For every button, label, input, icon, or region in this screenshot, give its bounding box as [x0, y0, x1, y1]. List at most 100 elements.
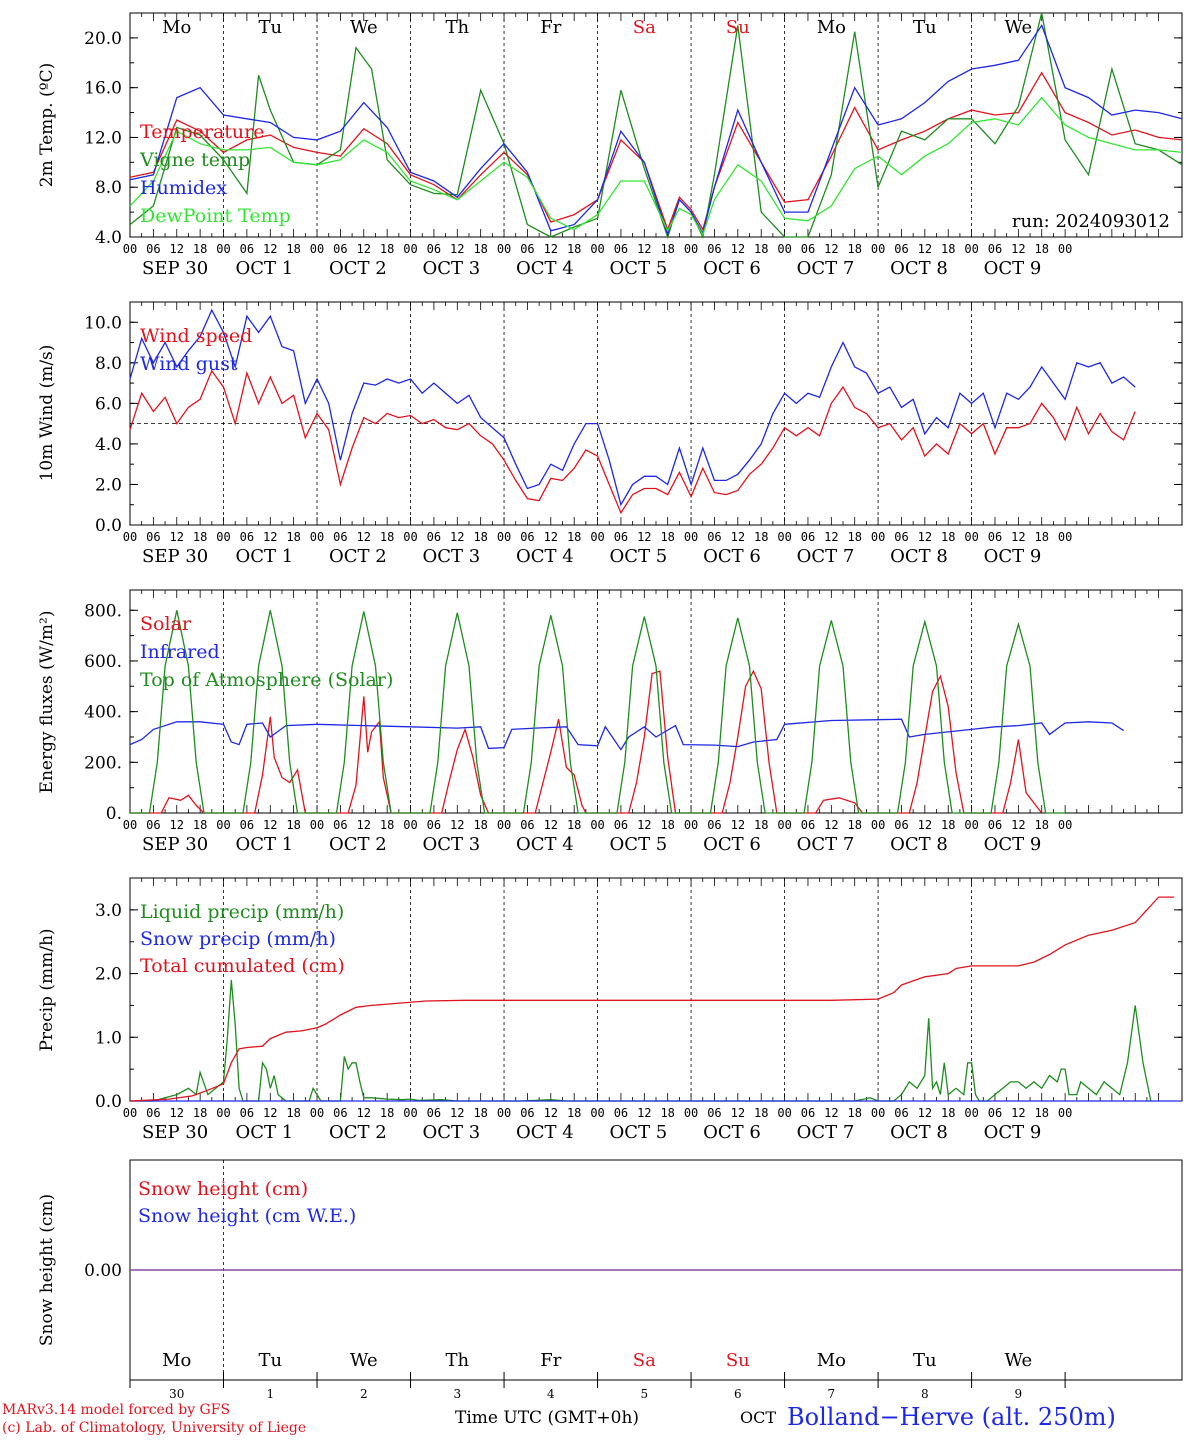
hour-tick-label: 18: [567, 530, 581, 544]
hour-tick-label: 18: [193, 530, 207, 544]
hour-tick-label: 06: [707, 530, 721, 544]
hour-tick-label: 06: [520, 818, 534, 832]
hour-tick-label: 06: [988, 818, 1002, 832]
date-label: OCT 9: [984, 834, 1042, 855]
hour-tick-label: 00: [1058, 818, 1072, 832]
date-label: OCT 3: [423, 1122, 481, 1143]
hour-tick-label: 06: [146, 530, 160, 544]
hour-tick-label: 18: [380, 1106, 394, 1120]
y-tick-label: 2.0: [95, 475, 122, 495]
hour-tick-label: 00: [871, 242, 885, 256]
hour-tick-label: 00: [777, 242, 791, 256]
hour-tick-label: 00: [684, 1106, 698, 1120]
hour-tick-label: 18: [847, 1106, 861, 1120]
hour-tick-label: 18: [660, 242, 674, 256]
hour-tick-label: 00: [590, 530, 604, 544]
hour-tick-label: 06: [520, 242, 534, 256]
series-line-dewpoint-temp: [129, 96, 1183, 237]
series-line-total-cumulated-cm-: [129, 896, 1175, 1102]
hour-tick-label: 06: [614, 242, 628, 256]
hour-tick-label: 00: [1058, 242, 1072, 256]
hour-tick-label: 00: [871, 1106, 885, 1120]
hour-tick-label: 06: [427, 530, 441, 544]
date-label: OCT 5: [610, 834, 668, 855]
hour-tick-label: 18: [380, 530, 394, 544]
hour-tick-label: 00: [497, 530, 511, 544]
date-label: OCT 3: [423, 834, 481, 855]
series-line-top-of-atmosphere-solar-: [130, 610, 1066, 814]
hour-tick-label: 12: [170, 818, 184, 832]
hour-tick-label: 06: [333, 530, 347, 544]
hour-tick-label: 12: [637, 1106, 651, 1120]
series-line-solar: [130, 669, 1043, 814]
hour-tick-label: 00: [590, 242, 604, 256]
date-label: OCT 7: [797, 258, 855, 279]
y-tick-label: 400.: [84, 703, 122, 723]
hour-tick-label: 12: [731, 818, 745, 832]
hour-tick-label: 12: [544, 530, 558, 544]
hour-tick-label: 18: [380, 818, 394, 832]
hour-tick-label: 00: [684, 530, 698, 544]
hour-tick-label: 06: [240, 818, 254, 832]
hour-tick-label: 18: [1035, 530, 1049, 544]
series-line-infrared: [129, 718, 1124, 751]
hour-tick-label: 06: [520, 1106, 534, 1120]
date-label: OCT 6: [703, 1122, 761, 1143]
hour-tick-label: 18: [193, 818, 207, 832]
series-line-vigne-temp: [129, 12, 1183, 240]
hour-tick-label: 06: [801, 242, 815, 256]
hour-tick-label: 06: [614, 530, 628, 544]
y-tick-label: 4.0: [95, 228, 122, 248]
hour-tick-label: 18: [754, 1106, 768, 1120]
credit-line-2: (c) Lab. of Climatology, University of L…: [2, 1420, 307, 1436]
y-tick-label: 16.0: [84, 79, 122, 99]
hour-tick-label: 06: [333, 242, 347, 256]
hour-tick-label: 12: [357, 818, 371, 832]
day-number-label: 6: [734, 1387, 742, 1401]
hour-tick-label: 12: [1011, 1106, 1025, 1120]
hour-tick-label: 12: [1011, 242, 1025, 256]
hour-tick-label: 06: [240, 1106, 254, 1120]
hour-tick-label: 06: [894, 530, 908, 544]
date-label: OCT 4: [516, 1122, 574, 1143]
hour-tick-label: 12: [263, 242, 277, 256]
hour-tick-label: 06: [146, 1106, 160, 1120]
hour-tick-label: 06: [988, 242, 1002, 256]
hour-tick-label: 00: [123, 242, 137, 256]
date-label: OCT 5: [610, 1122, 668, 1143]
date-label: OCT 4: [516, 258, 574, 279]
hour-tick-label: 12: [450, 530, 464, 544]
hour-tick-label: 18: [193, 1106, 207, 1120]
date-label: OCT 2: [329, 834, 387, 855]
weekday-label: Mo: [162, 1350, 191, 1371]
hour-tick-label: 00: [123, 1106, 137, 1120]
weekday-label: Tu: [258, 1350, 282, 1371]
hour-tick-label: 12: [637, 242, 651, 256]
hour-tick-label: 06: [240, 242, 254, 256]
hour-tick-label: 06: [801, 530, 815, 544]
hour-tick-label: 18: [941, 530, 955, 544]
legend-entry: Liquid precip (mm/h): [140, 901, 344, 923]
date-label: OCT 2: [329, 546, 387, 567]
day-number-label: 2: [360, 1387, 368, 1401]
hour-tick-label: 06: [801, 818, 815, 832]
day-number-label: 30: [169, 1387, 184, 1401]
hour-tick-label: 18: [1035, 818, 1049, 832]
hour-tick-label: 12: [918, 1106, 932, 1120]
date-label: OCT 7: [797, 1122, 855, 1143]
hour-tick-label: 12: [918, 818, 932, 832]
hour-tick-label: 06: [988, 1106, 1002, 1120]
hour-tick-label: 00: [871, 530, 885, 544]
date-label: OCT 9: [984, 1122, 1042, 1143]
hour-tick-label: 18: [754, 242, 768, 256]
series-line-liquid-precip-mm-h-: [130, 979, 1152, 1102]
hour-tick-label: 12: [170, 242, 184, 256]
hour-tick-label: 06: [146, 818, 160, 832]
hour-tick-label: 00: [123, 530, 137, 544]
y-axis-title: 10m Wind (m/s): [37, 345, 57, 482]
hour-tick-label: 00: [310, 242, 324, 256]
hour-tick-label: 18: [1035, 242, 1049, 256]
hour-tick-label: 12: [170, 1106, 184, 1120]
date-label: OCT 3: [423, 546, 481, 567]
